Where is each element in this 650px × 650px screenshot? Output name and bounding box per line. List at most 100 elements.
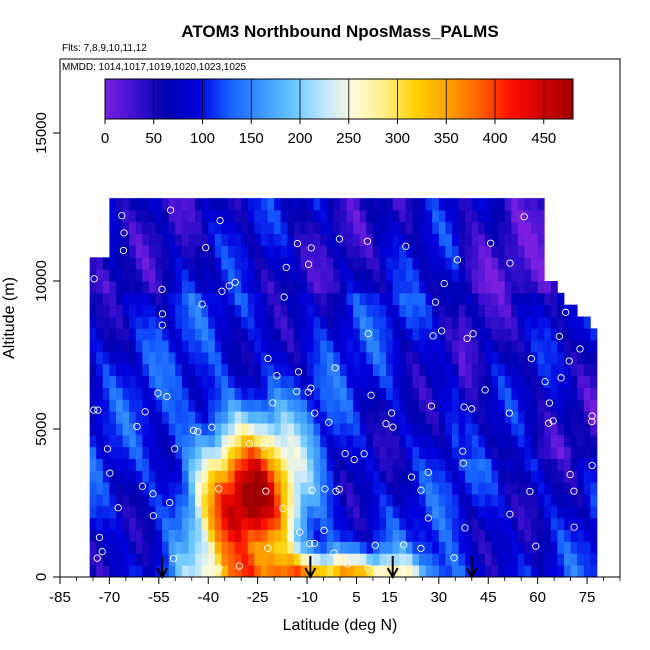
sample-point: [158, 321, 166, 329]
heatmap-cell: [412, 257, 420, 270]
heatmap-cell: [135, 198, 143, 211]
heatmap-cell: [405, 363, 413, 377]
sample-point: [364, 564, 372, 572]
heatmap-cell: [465, 458, 473, 471]
heatmap-cell: [570, 494, 578, 507]
heatmap-cell: [280, 233, 288, 246]
heatmap-cell: [195, 316, 203, 329]
heatmap-cell: [471, 411, 479, 424]
heatmap-cell: [320, 494, 328, 507]
heatmap-cell: [280, 281, 288, 294]
heatmap-cell: [550, 505, 558, 519]
heatmap-cell: [300, 529, 308, 542]
heatmap-cell: [247, 304, 255, 317]
heatmap-cell: [274, 458, 282, 471]
heatmap-cell: [293, 375, 301, 388]
heatmap-cell: [148, 387, 156, 400]
x-axis-label: Latitude (deg N): [283, 617, 398, 634]
heatmap-cell: [412, 304, 420, 317]
heatmap-cell: [234, 434, 242, 448]
heatmap-cell: [188, 269, 196, 282]
heatmap-cell: [135, 565, 143, 577]
heatmap-cell: [491, 233, 499, 246]
heatmap-cell: [346, 233, 354, 246]
heatmap-cell: [438, 269, 446, 282]
heatmap-cell: [142, 316, 150, 329]
heatmap-cell: [221, 434, 229, 448]
heatmap-cell: [300, 363, 308, 377]
heatmap-cell: [241, 423, 249, 436]
heatmap-cell: [386, 434, 394, 448]
heatmap-cell: [208, 352, 216, 365]
heatmap-cell: [405, 517, 413, 531]
heatmap-cell: [504, 281, 512, 294]
heatmap-cell: [267, 434, 275, 448]
heatmap-cell: [208, 269, 216, 282]
heatmap-cell: [346, 565, 354, 577]
heatmap-cell: [313, 316, 321, 329]
sample-point: [149, 490, 157, 498]
heatmap-cell: [280, 458, 288, 471]
sample-point: [106, 469, 114, 477]
sample-point: [98, 547, 106, 556]
heatmap-cell: [109, 423, 117, 436]
heatmap-cell: [359, 482, 367, 495]
heatmap-cell: [544, 565, 552, 577]
heatmap-cell: [333, 198, 341, 211]
heatmap-cell: [181, 316, 189, 329]
heatmap-cell: [491, 470, 499, 483]
heatmap-cell: [307, 375, 315, 388]
heatmap-cell: [129, 387, 137, 400]
heatmap-cell: [491, 375, 499, 388]
heatmap-cell: [452, 292, 459, 306]
heatmap-cell: [379, 434, 387, 448]
heatmap-cell: [570, 375, 578, 388]
heatmap-cell: [458, 269, 466, 282]
heatmap-cell: [247, 411, 255, 424]
heatmap-cell: [517, 411, 525, 424]
sample-point: [94, 406, 102, 414]
heatmap-cell: [195, 411, 203, 424]
heatmap-cell: [175, 541, 183, 554]
heatmap-cell: [452, 565, 459, 577]
heatmap-cell: [307, 470, 315, 483]
heatmap-cell: [399, 209, 407, 223]
heatmap-cell: [155, 411, 163, 424]
sample-point: [215, 485, 223, 493]
heatmap-cell: [228, 565, 235, 577]
colorbar-tick-label: 400: [482, 130, 507, 147]
heatmap-cell: [155, 399, 163, 412]
heatmap-cell: [419, 434, 427, 448]
heatmap-cell: [122, 269, 130, 282]
heatmap-cell: [471, 482, 479, 495]
heatmap-cell: [148, 470, 156, 483]
heatmap-cell: [537, 423, 545, 436]
heatmap-cell: [478, 281, 486, 294]
heatmap-cell: [471, 340, 479, 353]
heatmap-cell: [129, 553, 137, 566]
heatmap-cell: [287, 340, 295, 353]
heatmap-cell: [544, 517, 552, 531]
heatmap-cell: [392, 446, 400, 459]
heatmap-cell: [353, 245, 361, 258]
heatmap-cell: [267, 363, 275, 377]
heatmap-cell: [221, 399, 229, 412]
heatmap-cell: [267, 209, 275, 223]
heatmap-cell: [517, 482, 525, 495]
heatmap-cell: [254, 209, 262, 223]
heatmap-cell: [511, 399, 519, 412]
heatmap-cell: [386, 233, 394, 246]
heatmap-cell: [425, 565, 433, 577]
heatmap-cell: [524, 281, 532, 294]
heatmap-cell: [412, 269, 420, 282]
heatmap-cell: [531, 209, 539, 223]
heatmap-cell: [214, 292, 222, 306]
heatmap-cell: [478, 434, 486, 448]
heatmap-cell: [484, 363, 492, 377]
heatmap-cell: [432, 340, 440, 353]
heatmap-cell: [577, 399, 585, 412]
heatmap-cell: [122, 233, 130, 246]
heatmap-cell: [267, 257, 275, 270]
heatmap-cell: [109, 387, 117, 400]
heatmap-cell: [175, 221, 183, 235]
